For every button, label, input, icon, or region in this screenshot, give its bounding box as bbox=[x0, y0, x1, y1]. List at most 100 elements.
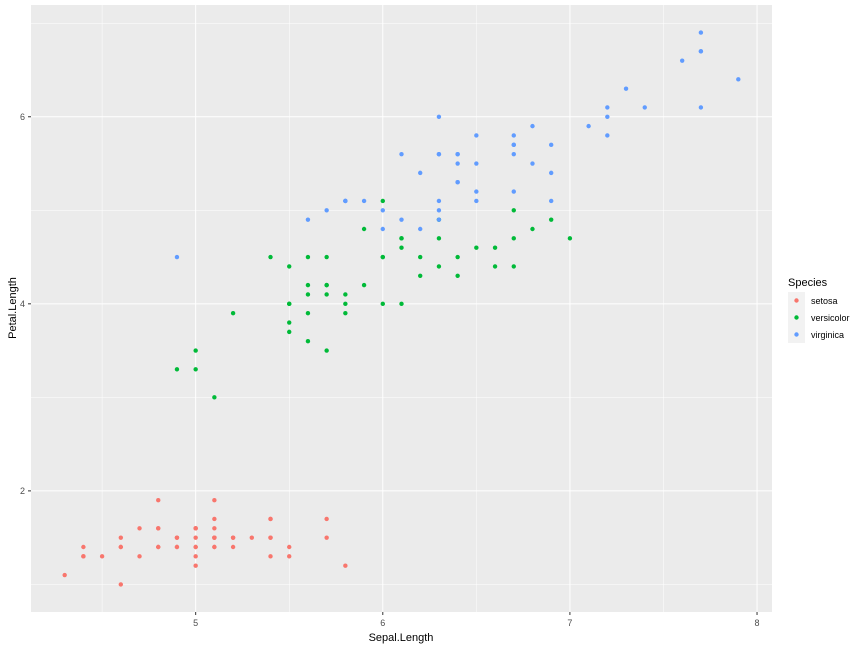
point-virginica bbox=[343, 198, 348, 204]
point-virginica bbox=[511, 142, 516, 148]
point-virginica bbox=[436, 151, 442, 157]
point-setosa bbox=[193, 554, 198, 559]
point-versicolor bbox=[324, 254, 329, 260]
point-setosa bbox=[81, 544, 86, 550]
point-virginica bbox=[418, 170, 423, 176]
point-setosa bbox=[118, 535, 124, 540]
point-virginica bbox=[642, 105, 647, 110]
point-versicolor bbox=[399, 236, 404, 241]
legend: Species setosa versicolor virginica bbox=[788, 277, 850, 343]
y-axis-title: Petal.Length bbox=[7, 277, 19, 339]
point-setosa bbox=[99, 554, 105, 559]
point-versicolor bbox=[305, 339, 311, 344]
point-setosa bbox=[174, 535, 180, 540]
point-versicolor bbox=[380, 198, 385, 204]
point-setosa bbox=[137, 554, 142, 559]
point-virginica bbox=[399, 217, 404, 222]
point-versicolor bbox=[287, 329, 292, 335]
point-setosa bbox=[174, 544, 180, 550]
point-virginica bbox=[474, 189, 479, 194]
point-setosa bbox=[193, 526, 198, 531]
point-versicolor bbox=[399, 245, 404, 250]
point-versicolor bbox=[455, 254, 460, 260]
point-versicolor bbox=[193, 348, 198, 353]
point-virginica bbox=[548, 170, 554, 176]
minor-gridlines bbox=[31, 5, 772, 612]
x-axis-title: Sepal.Length bbox=[369, 632, 434, 644]
point-virginica bbox=[679, 58, 685, 63]
x-tick-label: 5 bbox=[193, 618, 198, 628]
x-axis-ticks: 5 6 7 8 bbox=[193, 612, 760, 628]
point-virginica bbox=[380, 208, 385, 213]
point-virginica bbox=[436, 208, 442, 213]
point-versicolor bbox=[305, 282, 311, 288]
point-virginica bbox=[605, 133, 610, 138]
point-versicolor bbox=[305, 292, 311, 297]
point-versicolor bbox=[193, 367, 198, 372]
point-versicolor bbox=[511, 264, 516, 269]
point-setosa bbox=[287, 554, 292, 559]
point-virginica bbox=[361, 198, 367, 204]
point-versicolor bbox=[436, 264, 442, 269]
point-versicolor bbox=[324, 282, 329, 288]
point-setosa bbox=[268, 516, 273, 522]
legend-label-virginica: virginica bbox=[811, 330, 844, 340]
point-virginica bbox=[174, 254, 180, 260]
point-setosa bbox=[118, 544, 124, 550]
point-versicolor bbox=[343, 301, 348, 307]
point-setosa bbox=[212, 498, 217, 503]
point-setosa bbox=[156, 526, 161, 531]
point-virginica bbox=[399, 151, 404, 157]
point-virginica bbox=[736, 77, 741, 82]
point-versicolor bbox=[305, 310, 311, 316]
legend-key-setosa bbox=[794, 298, 799, 303]
point-versicolor bbox=[418, 273, 423, 278]
point-versicolor bbox=[530, 226, 535, 232]
point-versicolor bbox=[455, 273, 460, 278]
point-versicolor bbox=[268, 254, 273, 260]
point-versicolor bbox=[343, 310, 348, 316]
legend-label-versicolor: versicolor bbox=[811, 313, 850, 323]
point-versicolor bbox=[230, 310, 236, 316]
point-virginica bbox=[436, 217, 442, 222]
point-versicolor bbox=[361, 226, 367, 232]
point-versicolor bbox=[305, 254, 311, 260]
x-tick-label: 8 bbox=[755, 618, 760, 628]
point-versicolor bbox=[492, 245, 498, 250]
point-virginica bbox=[548, 142, 554, 148]
point-versicolor bbox=[343, 292, 348, 297]
point-virginica bbox=[511, 189, 516, 194]
point-virginica bbox=[380, 226, 385, 232]
data-points bbox=[62, 30, 741, 587]
point-virginica bbox=[436, 198, 442, 204]
point-setosa bbox=[212, 535, 217, 540]
point-versicolor bbox=[399, 301, 404, 307]
point-virginica bbox=[530, 123, 535, 129]
y-tick-label: 4 bbox=[20, 299, 25, 309]
point-virginica bbox=[474, 133, 479, 138]
point-versicolor bbox=[361, 282, 367, 288]
point-setosa bbox=[249, 535, 255, 540]
point-setosa bbox=[230, 544, 236, 550]
point-versicolor bbox=[418, 254, 423, 260]
x-tick-label: 6 bbox=[380, 618, 385, 628]
point-virginica bbox=[305, 217, 311, 222]
point-setosa bbox=[212, 516, 217, 522]
point-setosa bbox=[156, 544, 161, 550]
point-versicolor bbox=[324, 292, 329, 297]
y-tick-label: 6 bbox=[20, 112, 25, 122]
point-virginica bbox=[698, 49, 704, 54]
point-versicolor bbox=[511, 208, 516, 213]
point-versicolor bbox=[511, 236, 516, 241]
point-virginica bbox=[455, 161, 460, 166]
point-versicolor bbox=[324, 348, 329, 353]
point-versicolor bbox=[492, 264, 498, 269]
point-versicolor bbox=[474, 245, 479, 250]
point-setosa bbox=[287, 544, 292, 550]
point-setosa bbox=[81, 554, 86, 559]
plot-panel bbox=[31, 5, 772, 612]
point-setosa bbox=[212, 526, 217, 531]
point-versicolor bbox=[287, 320, 292, 325]
legend-key-versicolor bbox=[794, 315, 799, 320]
